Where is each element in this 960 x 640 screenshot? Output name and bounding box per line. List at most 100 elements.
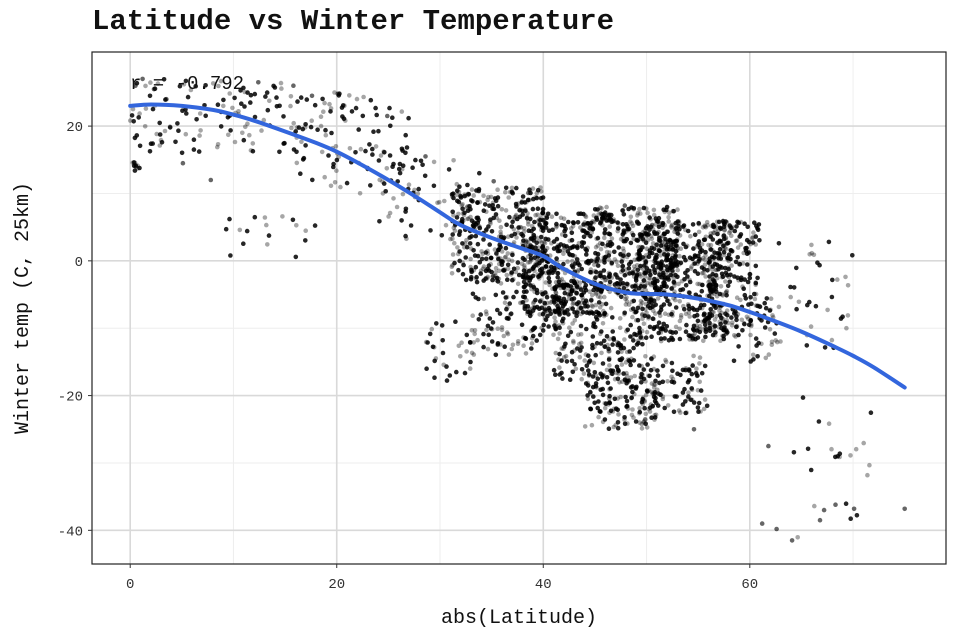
data-point bbox=[451, 225, 457, 231]
plot-border bbox=[91, 51, 947, 565]
data-point bbox=[759, 318, 764, 323]
data-point bbox=[601, 313, 607, 319]
data-point bbox=[157, 120, 162, 126]
data-point bbox=[752, 296, 758, 302]
data-point bbox=[626, 379, 631, 385]
data-point bbox=[620, 208, 625, 213]
data-point bbox=[586, 368, 591, 373]
data-point bbox=[535, 187, 541, 193]
data-point bbox=[644, 329, 650, 335]
data-point bbox=[699, 242, 705, 247]
data-point bbox=[651, 385, 657, 390]
data-point bbox=[702, 224, 708, 229]
data-point bbox=[439, 323, 445, 328]
data-point bbox=[548, 300, 553, 305]
data-point bbox=[626, 226, 632, 232]
data-point bbox=[589, 303, 595, 308]
data-point bbox=[721, 233, 727, 238]
data-point bbox=[604, 367, 610, 373]
data-point bbox=[520, 241, 525, 246]
data-point bbox=[486, 194, 491, 200]
data-point bbox=[661, 270, 666, 276]
data-point bbox=[736, 344, 741, 349]
data-point bbox=[587, 289, 592, 295]
data-point bbox=[643, 240, 649, 245]
data-point bbox=[309, 118, 315, 123]
data-point bbox=[467, 241, 473, 246]
data-point bbox=[147, 93, 153, 99]
data-point bbox=[462, 210, 467, 216]
data-point bbox=[631, 415, 636, 420]
data-point bbox=[678, 312, 684, 318]
data-point bbox=[619, 362, 625, 367]
data-point bbox=[530, 333, 536, 339]
data-point bbox=[129, 113, 135, 118]
data-point bbox=[719, 274, 725, 280]
data-point bbox=[659, 274, 664, 280]
data-point bbox=[769, 342, 775, 348]
data-point bbox=[808, 467, 814, 473]
data-point bbox=[702, 322, 708, 328]
data-point bbox=[729, 225, 734, 231]
data-point bbox=[673, 297, 678, 303]
data-point bbox=[482, 202, 488, 207]
data-point bbox=[555, 274, 560, 280]
data-point bbox=[654, 231, 660, 236]
data-point bbox=[660, 363, 666, 369]
data-point bbox=[603, 254, 609, 260]
data-point bbox=[472, 331, 478, 337]
data-point bbox=[457, 249, 462, 254]
data-point bbox=[717, 252, 722, 257]
data-point bbox=[504, 306, 509, 312]
data-point bbox=[386, 214, 391, 219]
data-point bbox=[601, 268, 607, 273]
data-point bbox=[477, 170, 482, 176]
data-point bbox=[645, 237, 651, 243]
data-point bbox=[457, 258, 463, 264]
data-point bbox=[574, 291, 580, 296]
data-point bbox=[507, 301, 512, 306]
data-point bbox=[218, 78, 224, 84]
data-point bbox=[656, 320, 662, 326]
data-point bbox=[529, 335, 535, 341]
data-point bbox=[553, 350, 559, 356]
data-point bbox=[371, 129, 376, 134]
data-point bbox=[250, 148, 256, 154]
data-point bbox=[728, 248, 734, 253]
data-point bbox=[571, 338, 576, 344]
data-point bbox=[675, 231, 681, 236]
data-point bbox=[669, 259, 674, 265]
data-point bbox=[356, 127, 362, 132]
data-point bbox=[506, 195, 512, 200]
data-point bbox=[498, 281, 504, 286]
data-point bbox=[696, 242, 701, 248]
data-point bbox=[481, 331, 486, 337]
data-point bbox=[794, 265, 799, 271]
data-point bbox=[739, 317, 745, 323]
data-point bbox=[578, 287, 584, 292]
data-point bbox=[406, 115, 411, 121]
data-point bbox=[469, 198, 474, 203]
data-point bbox=[642, 274, 648, 279]
data-point bbox=[596, 311, 602, 316]
data-point bbox=[748, 317, 754, 323]
data-point bbox=[655, 387, 660, 393]
data-point bbox=[162, 128, 168, 134]
y-tick-label: 0 bbox=[75, 255, 83, 271]
data-point bbox=[515, 265, 520, 271]
data-point bbox=[576, 211, 581, 217]
data-point bbox=[490, 277, 495, 283]
data-point bbox=[597, 205, 603, 210]
data-point bbox=[570, 306, 575, 311]
data-point bbox=[468, 276, 474, 282]
data-point bbox=[638, 265, 643, 271]
data-point bbox=[630, 389, 635, 395]
data-point bbox=[591, 324, 596, 329]
data-point bbox=[689, 264, 694, 269]
data-point bbox=[575, 269, 580, 274]
data-point bbox=[460, 206, 465, 212]
data-point bbox=[640, 306, 645, 312]
data-point bbox=[731, 358, 737, 364]
data-point bbox=[510, 342, 516, 348]
data-point bbox=[184, 111, 189, 116]
